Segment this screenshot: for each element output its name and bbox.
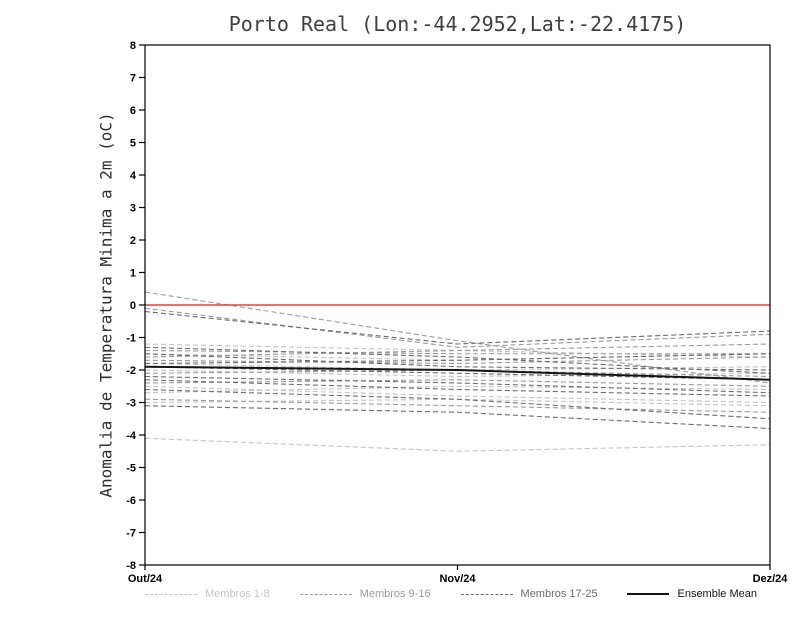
legend-item: Ensemble Mean <box>627 588 757 600</box>
y-tick-label: -6 <box>126 495 136 507</box>
ensemble-member-group <box>144 291 771 413</box>
ensemble-mean-line <box>144 365 771 381</box>
y-tick-label: -3 <box>126 398 136 410</box>
legend-line-sample <box>460 593 513 595</box>
y-tick-label: -5 <box>126 463 136 475</box>
member-line <box>144 437 771 452</box>
legend-label: Ensemble Mean <box>677 588 757 600</box>
y-tick-label: -4 <box>126 430 137 442</box>
y-tick-label: 8 <box>130 40 136 52</box>
y-tick-label: -1 <box>126 333 136 345</box>
member-line <box>144 375 771 394</box>
member-line <box>144 388 771 420</box>
member-line <box>144 346 771 374</box>
y-tick-label: 0 <box>130 300 136 312</box>
member-line <box>144 379 771 397</box>
y-tick-label: 5 <box>130 138 136 150</box>
legend-line-sample <box>299 593 352 595</box>
legend-line-sample <box>145 593 197 595</box>
member-line <box>144 353 771 365</box>
y-tick-label: -7 <box>126 528 136 540</box>
legend-label: Membros 1-8 <box>205 588 270 600</box>
x-tick-label: Dez/24 <box>753 573 789 585</box>
legend-line-sample <box>627 593 670 595</box>
member-line <box>144 366 771 381</box>
member-line <box>144 343 771 358</box>
member-line <box>144 307 771 348</box>
legend: Membros 1-8 Membros 9-16 Membros 17-25 Ense… <box>145 588 757 600</box>
member-line <box>144 349 770 355</box>
member-line <box>144 385 771 394</box>
y-tick-label: -8 <box>126 560 136 572</box>
member-line <box>144 291 771 384</box>
member-line <box>144 398 771 413</box>
member-line <box>144 353 771 371</box>
member-line <box>144 405 771 430</box>
member-line <box>144 379 771 387</box>
ensemble-member-group <box>144 310 771 430</box>
member-line <box>144 356 771 365</box>
y-tick-label: -2 <box>126 365 136 377</box>
y-tick-label: 6 <box>130 105 136 117</box>
x-tick-label: Out/24 <box>128 573 163 585</box>
legend-item: Membros 1-8 <box>145 588 270 600</box>
legend-item: Membros 9-16 <box>299 588 431 600</box>
y-tick-label: 7 <box>130 73 136 85</box>
y-tick-label: 1 <box>130 268 136 280</box>
x-tick-label: Nov/24 <box>439 573 476 585</box>
chart-title: Porto Real (Lon:-44.2952,Lat:-22.4175) <box>228 12 687 36</box>
y-tick-label: 3 <box>130 203 136 215</box>
legend-item: Membros 17-25 <box>460 588 598 600</box>
y-tick-label: 4 <box>130 170 137 182</box>
member-line <box>144 385 771 404</box>
legend-label: Membros 9-16 <box>359 588 431 600</box>
legend-label: Membros 17-25 <box>520 588 598 600</box>
y-tick-label: 2 <box>130 235 136 247</box>
member-line <box>144 310 771 345</box>
